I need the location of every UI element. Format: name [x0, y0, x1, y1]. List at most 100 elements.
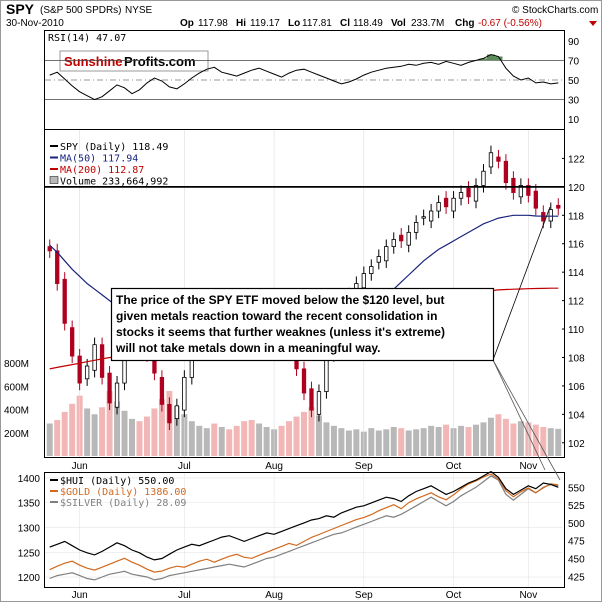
candle-body	[518, 185, 524, 198]
rsi-y-tick-label: 50	[568, 76, 580, 87]
metals-left-tick-label: 1350	[18, 499, 41, 510]
candle-body	[376, 256, 381, 263]
metals-x-tick-label: Jul	[178, 590, 191, 601]
annotation-box	[110, 287, 495, 362]
volume-y-tick-label: 600M	[4, 382, 29, 393]
candle-body	[114, 382, 120, 408]
price-y-tick-label: 104	[568, 410, 585, 421]
op-value: 117.98	[198, 18, 228, 29]
volume-bar	[91, 414, 98, 456]
volume-bar	[315, 415, 322, 456]
callout-pointer-1	[492, 206, 551, 361]
price-y-tick-label: 116	[568, 240, 584, 251]
metals-right-tick-label: 550	[568, 483, 585, 494]
candle-body	[436, 202, 441, 212]
volume-bar	[510, 423, 517, 456]
metals-series-line	[49, 475, 559, 581]
candle-body	[458, 192, 464, 199]
volume-bar	[293, 416, 300, 456]
volume-bar	[443, 424, 450, 456]
volume-bar	[241, 421, 248, 456]
volume-bar	[428, 425, 435, 456]
candle-body	[301, 368, 307, 394]
rsi-y-tick-label: 30	[568, 96, 580, 107]
volume-bar	[330, 425, 337, 456]
rsi-overbought-fill	[479, 58, 488, 61]
price-y-tick-label: 112	[568, 297, 584, 308]
volume-bar	[517, 421, 524, 456]
volume-y-tick-label: 800M	[4, 359, 29, 370]
volume-bar	[173, 406, 180, 456]
watermark-box	[59, 50, 209, 72]
annotation-line-4: will not take metals down in a meaningfu…	[115, 341, 381, 355]
annotation-line-2: given metals reaction toward the recent …	[116, 309, 437, 323]
volume-bar	[383, 429, 390, 456]
rsi-line	[49, 53, 559, 101]
volume-bar	[435, 427, 442, 456]
candle-body	[503, 160, 509, 184]
metals-x-tick-label: Oct	[446, 590, 462, 601]
volume-bar	[84, 408, 91, 456]
price-x-tick-label: Oct	[446, 461, 462, 472]
metals-x-tick-label: Sep	[355, 590, 373, 601]
rsi-overbought-fill	[494, 56, 503, 61]
candle-body	[526, 185, 531, 196]
volume-bar	[233, 425, 240, 456]
volume-bar	[420, 428, 427, 456]
metals-right-tick-label: 525	[568, 501, 585, 512]
volume-bar	[473, 424, 479, 456]
candle-body	[70, 327, 75, 357]
volume-bar	[158, 399, 165, 456]
candle-body	[488, 152, 494, 168]
metals-right-tick-label: 425	[568, 572, 585, 583]
volume-bar	[375, 430, 382, 456]
volume-bar	[502, 418, 509, 456]
volume-bar	[54, 420, 61, 456]
candle-body	[384, 246, 389, 262]
volume-bar	[368, 428, 375, 456]
metals-left-tick-label: 1300	[18, 524, 41, 535]
metals-legend-entry: $SILVER (Daily) 28.09	[60, 498, 186, 509]
volume-bar	[188, 421, 195, 456]
price-x-tick-label: Jul	[178, 461, 191, 472]
candle-body	[548, 209, 553, 222]
volume-bar	[308, 407, 315, 456]
price-legend-entry: MA(50) 117.94	[60, 154, 138, 165]
volume-bar	[203, 428, 210, 456]
volume-bar	[532, 424, 539, 456]
callout-pointer-3	[492, 359, 546, 471]
vol-value: 233.7M	[411, 18, 444, 29]
candle-body	[55, 250, 60, 284]
candle-body	[62, 278, 67, 324]
candle-body	[428, 210, 434, 222]
header-symbol: SPY	[6, 1, 35, 17]
annotation-line-3: stocks it seems that further weaknes (un…	[116, 325, 445, 339]
metals-series-line	[49, 473, 559, 573]
volume-bar	[495, 414, 502, 456]
candle-body	[47, 246, 52, 252]
candle-body	[391, 239, 396, 247]
volume-bar	[487, 417, 494, 456]
volume-bar	[323, 422, 330, 456]
candle-body	[182, 376, 187, 411]
cl-value: 118.49	[353, 18, 383, 29]
metals-x-tick-label: Aug	[265, 590, 283, 601]
volume-bar	[69, 403, 76, 456]
price-legend-swatch	[49, 176, 59, 184]
volume-bar	[413, 429, 420, 456]
candle-body	[399, 234, 404, 242]
price-y-tick-label: 118	[568, 211, 584, 222]
volume-bar	[248, 420, 255, 456]
price-y-tick-label: 120	[568, 183, 585, 194]
metals-left-tick-label: 1250	[18, 548, 41, 559]
volume-bar	[301, 411, 307, 456]
metals-x-tick-label: Jun	[72, 590, 88, 601]
rsi-panel: 10 30 50 70 90 RSI(14) 47.07	[45, 33, 580, 126]
volume-bar	[547, 428, 554, 456]
price-legend-entry: SPY (Daily) 118.49	[60, 142, 168, 153]
price-y-tick-label: 106	[568, 382, 585, 393]
price-y-tick-label: 102	[568, 439, 585, 450]
volume-bar	[211, 423, 218, 456]
